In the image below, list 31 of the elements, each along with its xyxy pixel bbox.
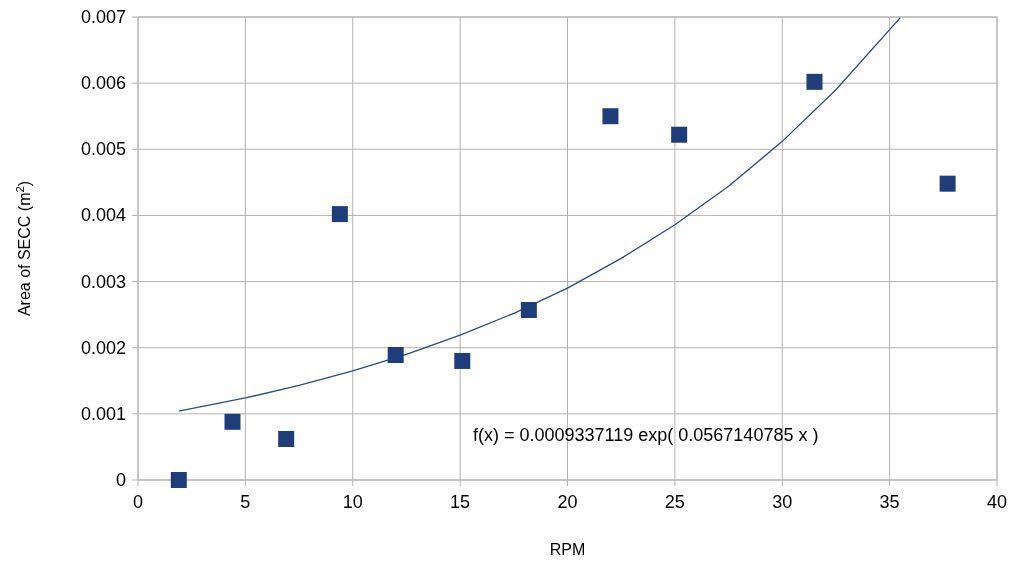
x-tick-label: 35 (879, 492, 900, 512)
y-tick-label: 0.004 (80, 205, 126, 226)
x-tick-label: 15 (450, 492, 471, 512)
point (224, 413, 241, 430)
x-tick-label: 20 (557, 492, 578, 512)
y-tick-label: 0.001 (80, 403, 126, 424)
point (602, 108, 619, 125)
point (170, 472, 187, 488)
point (939, 175, 956, 192)
y-tick-label: 0.007 (80, 7, 126, 27)
point (278, 430, 295, 447)
x-tick-label: 5 (240, 492, 251, 512)
x-tick-label: 40 (986, 492, 1008, 512)
point (454, 352, 471, 369)
x-tick-label: 0 (132, 492, 144, 512)
point (387, 346, 404, 363)
y-tick-label: 0.005 (80, 139, 126, 160)
x-tick-label: 10 (342, 492, 363, 512)
line-series (178, 17, 902, 412)
point (671, 126, 688, 143)
y-tick-label: 0.002 (80, 337, 126, 358)
point (806, 73, 823, 90)
annotation: f(x) = 0.0009337119 exp( 0.0567140785 x ) (473, 424, 819, 445)
x-tick-label: 25 (664, 492, 685, 512)
y-tick-label: 0.003 (80, 271, 126, 292)
y-tick-label: 0 (115, 470, 126, 490)
x-tick-label: 30 (772, 492, 793, 512)
y-tick-label: 0.006 (80, 73, 126, 94)
point (331, 206, 348, 223)
x-axis-title: RPM (549, 541, 586, 558)
point (520, 302, 537, 319)
